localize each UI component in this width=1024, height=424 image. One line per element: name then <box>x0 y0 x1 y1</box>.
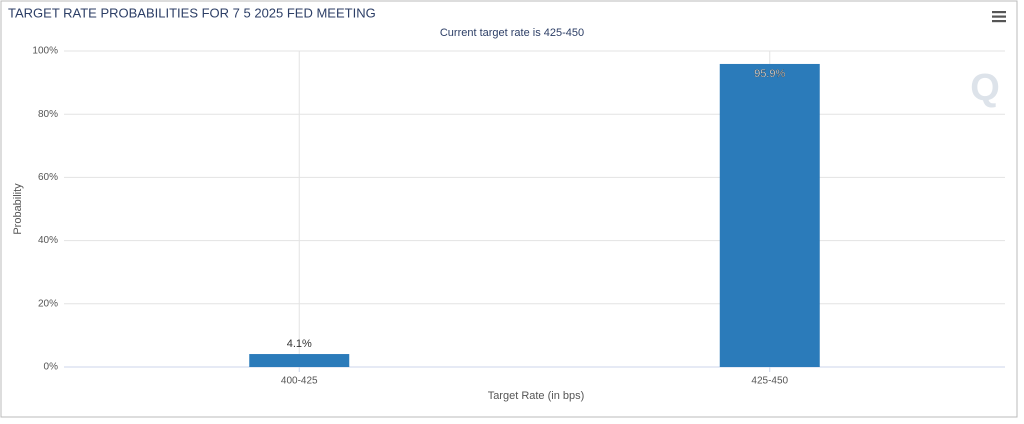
x-tick-label: 425-450 <box>751 376 788 387</box>
x-axis-title: Target Rate (in bps) <box>488 390 585 402</box>
menu-bar <box>992 15 1006 18</box>
chart-subtitle: Current target rate is 425-450 <box>440 27 584 39</box>
y-tick-label: 0% <box>44 362 59 373</box>
x-tick-label: 400-425 <box>281 376 318 387</box>
y-tick-label: 100% <box>32 46 58 57</box>
y-tick-label: 60% <box>38 172 58 183</box>
y-axis-title: Probability <box>12 183 24 235</box>
y-tick-label: 20% <box>38 298 58 309</box>
chart-title: TARGET RATE PROBABILITIES FOR 7 5 2025 F… <box>8 5 376 20</box>
menu-bar <box>992 20 1006 23</box>
menu-bar <box>992 11 1006 14</box>
bar <box>249 354 350 367</box>
bar <box>719 63 820 368</box>
y-tick-label: 80% <box>38 109 58 120</box>
data-label: 4.1% <box>287 338 312 350</box>
data-label: 95.9% <box>754 68 785 80</box>
y-tick-label: 40% <box>38 235 58 246</box>
menu-button[interactable] <box>992 11 1006 23</box>
watermark: Q <box>970 67 1000 109</box>
